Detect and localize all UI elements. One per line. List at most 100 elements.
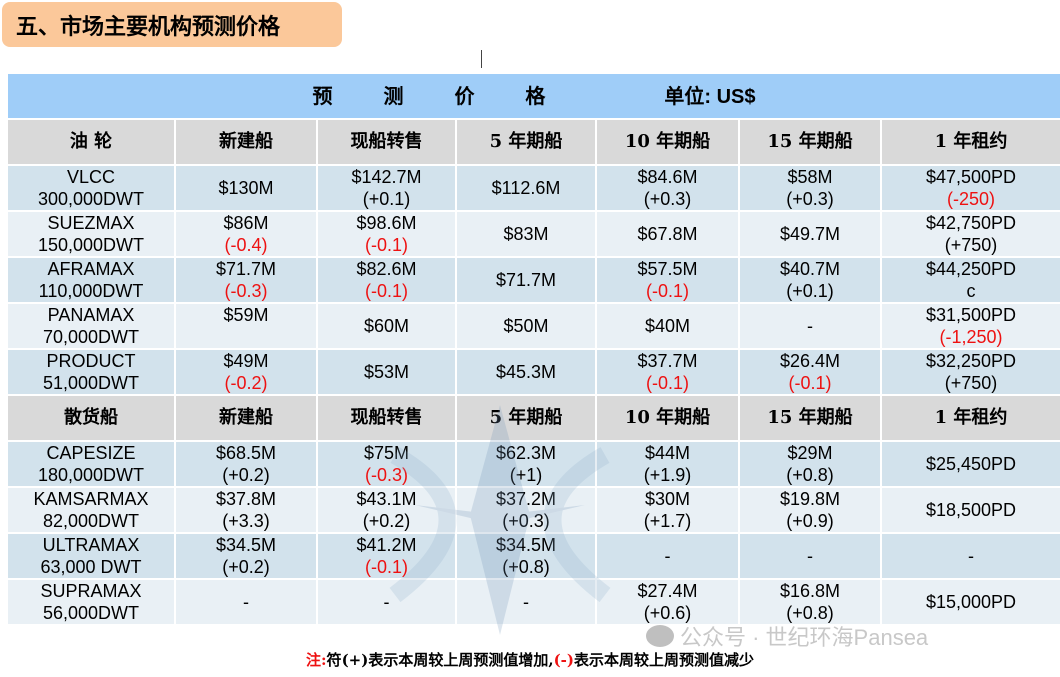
column-header: 新建船 [174,394,318,442]
price-value: $25,450PD [925,454,1017,474]
table-row: SUPRAMAX 56,000DWT - - - $27.4M (+0.6) $16.8M (+… [6,578,1060,626]
price-cell: $34.5M (+0.8) [455,532,597,580]
price-value: $40.7M [779,259,841,279]
price-value: $34.5M [215,535,277,555]
price-value: $15,000PD [925,592,1017,612]
price-value: $98.6M [356,213,417,233]
price-change: (-0.4) [224,235,268,255]
footnote: 注:符(+)表示本周较上周预测值增加,(-)表示本周较上周预测值减少 [0,649,1060,670]
price-value: $44,250PD [925,259,1017,279]
note-part3: 表示本周较上周预测值减少 [573,651,754,669]
price-value: $68.5M [215,443,277,463]
price-change: (+0.8) [786,465,834,485]
price-cell: $53M [316,348,457,396]
price-cell: $42,750PD (+750) [879,210,1060,258]
vessel-type-cell: SUPRAMAX 56,000DWT [6,578,176,626]
price-value: $45.3M [495,362,557,382]
price-value: $112.6M [491,178,561,198]
price-value: $26.4M [779,351,841,371]
price-cell: $83M [455,210,597,258]
price-change: (+0.3) [502,511,550,531]
vessel-type-cell: PANAMAX 70,000DWT [6,302,176,350]
column-header: 10 年期船 [595,394,740,442]
column-header: 散货船 [6,394,176,442]
price-cell: $18,500PD [879,486,1060,534]
table-row: PRODUCT 51,000DWT $49M (-0.2) $53M $45.3M $37.… [6,348,1060,396]
caption-title: 预 测 价 格 [312,83,568,108]
vessel-size: 180,000DWT [37,465,145,485]
price-cell: $82.6M (-0.1) [316,256,457,304]
vessel-name: PRODUCT [46,351,136,371]
vessel-size: 82,000DWT [42,511,140,531]
price-change: (+0.8) [502,557,550,577]
price-change: (-0.1) [364,557,408,577]
price-change: (-0.1) [788,373,832,393]
price-change: (+0.3) [786,189,834,209]
vessel-name: PANAMAX [47,305,135,325]
table-row: SUEZMAX 150,000DWT $86M (-0.4) $98.6M (-0.1) $… [6,210,1060,258]
price-change: (-0.3) [364,465,408,485]
price-cell: - [879,532,1060,580]
vessel-size: 51,000DWT [42,373,140,393]
price-cell: $50M [455,302,597,350]
column-header: 5 年期船 [455,118,597,166]
price-change: (+1) [509,465,543,485]
price-value: $42,750PD [925,213,1017,233]
price-value: $37.8M [215,489,277,509]
vessel-size: 110,000DWT [38,281,144,301]
price-cell: $60M [316,302,457,350]
price-cell: $30M (+1.7) [595,486,740,534]
price-value: $75M [363,443,410,463]
price-cell: $16.8M (+0.8) [738,578,882,626]
price-change: (+0.3) [643,189,692,209]
column-header: 15 年期船 [738,394,882,442]
column-header: 新建船 [174,118,318,166]
price-value: $29M [787,443,833,463]
price-value: - [243,592,249,612]
price-cell: $62.3M (+1) [455,440,597,488]
price-value: $19.8M [779,489,841,509]
price-value: - [523,592,529,612]
price-change: (+0.2) [362,511,411,531]
price-value: $49M [223,351,269,371]
price-cell: $130M [174,164,318,212]
vessel-name: VLCC [66,167,115,187]
price-cell: $112.6M [455,164,597,212]
table-row: CAPESIZE 180,000DWT $68.5M (+0.2) $75M (-0.3)… [6,440,1060,488]
price-value: $50M [503,316,549,336]
price-cell: $59M [174,302,318,350]
vessel-size: 63,000 DWT [40,557,142,577]
price-value: - [807,316,813,336]
price-cell: $32,250PD (+750) [879,348,1060,396]
price-cell: $43.1M (+0.2) [316,486,457,534]
price-cell: $31,500PD (-1,250) [879,302,1060,350]
table-caption-row: 预 测 价 格 单位: US$ [5,72,1060,120]
price-value: $60M [363,316,410,336]
vessel-size: 56,000DWT [42,603,140,623]
note-plus: (+) [341,651,369,669]
price-value: $41.2M [356,535,417,555]
price-cell: $25,450PD [879,440,1060,488]
price-change: (+0.1) [362,189,411,209]
price-cell: $75M (-0.3) [316,440,457,488]
price-cell: $44M (+1.9) [595,440,740,488]
price-value: $71.7M [215,259,277,279]
price-value: $30M [644,489,691,509]
price-value: $53M [363,362,410,382]
price-cell: $19.8M (+0.9) [738,486,882,534]
column-header: 1 年租约 [879,394,1060,442]
note-part1: 符 [326,651,342,669]
price-cell: $71.7M (-0.3) [174,256,318,304]
price-change: (-0.1) [645,373,689,393]
price-change: (-0.1) [364,281,408,301]
column-header: 现船转售 [316,118,457,166]
price-cell: - [595,532,740,580]
price-value: - [807,546,813,566]
price-cell: $37.7M (-0.1) [595,348,740,396]
table-row: KAMSARMAX 82,000DWT $37.8M (+3.3) $43.1M (+0.… [6,486,1060,534]
price-cell: $86M (-0.4) [174,210,318,258]
price-value: $142.7M [351,167,422,187]
price-value: $16.8M [779,581,841,601]
price-change: (-0.3) [224,281,268,301]
price-cell: $57.5M (-0.1) [595,256,740,304]
